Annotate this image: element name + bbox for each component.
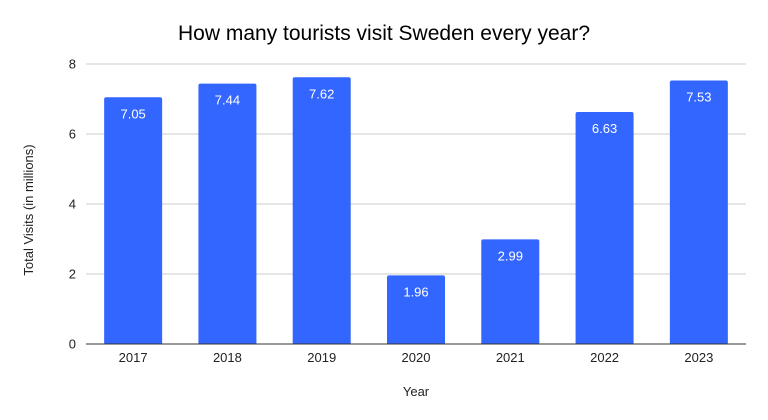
data-label-2019: 7.62 (309, 86, 334, 101)
data-label-2021: 2.99 (498, 248, 523, 263)
bar-2018 (198, 83, 257, 344)
bar-2020 (387, 275, 445, 344)
x-tick-label-2023: 2023 (684, 350, 713, 365)
bars (104, 77, 728, 345)
x-tick-label-2017: 2017 (119, 350, 148, 365)
x-axis-ticks: 2017 2018 2019 2020 2021 2022 2023 (119, 350, 714, 365)
y-tick-label: 4 (69, 197, 76, 212)
gridlines (86, 63, 746, 275)
data-label-2018: 7.44 (215, 93, 240, 108)
y-axis-label: Total Visits (in millions) (21, 144, 36, 275)
y-tick-label: 2 (69, 267, 76, 282)
chart-title: How many tourists visit Sweden every yea… (178, 22, 590, 45)
bar-2022 (575, 111, 634, 344)
y-tick-label: 6 (69, 127, 76, 142)
y-axis-ticks: 0 2 4 6 8 (69, 57, 76, 352)
bar-2017 (104, 97, 163, 344)
data-label-2023: 7.53 (686, 89, 711, 104)
x-tick-label-2018: 2018 (213, 350, 242, 365)
bar-2019 (292, 77, 351, 345)
bar-2023 (669, 80, 728, 344)
data-labels: 7.05 7.44 7.62 1.96 2.99 6.63 7.53 (120, 86, 711, 299)
x-axis-label: Year (403, 384, 430, 399)
bar-2021 (481, 239, 540, 344)
x-tick-label-2019: 2019 (307, 350, 336, 365)
x-tick-label-2021: 2021 (496, 350, 525, 365)
x-tick-label-2020: 2020 (402, 350, 431, 365)
y-tick-label: 0 (69, 337, 76, 352)
data-label-2022: 6.63 (592, 121, 617, 136)
data-label-2020: 1.96 (403, 284, 428, 299)
y-tick-label: 8 (69, 57, 76, 72)
x-tick-label-2022: 2022 (590, 350, 619, 365)
data-label-2017: 7.05 (120, 106, 145, 121)
